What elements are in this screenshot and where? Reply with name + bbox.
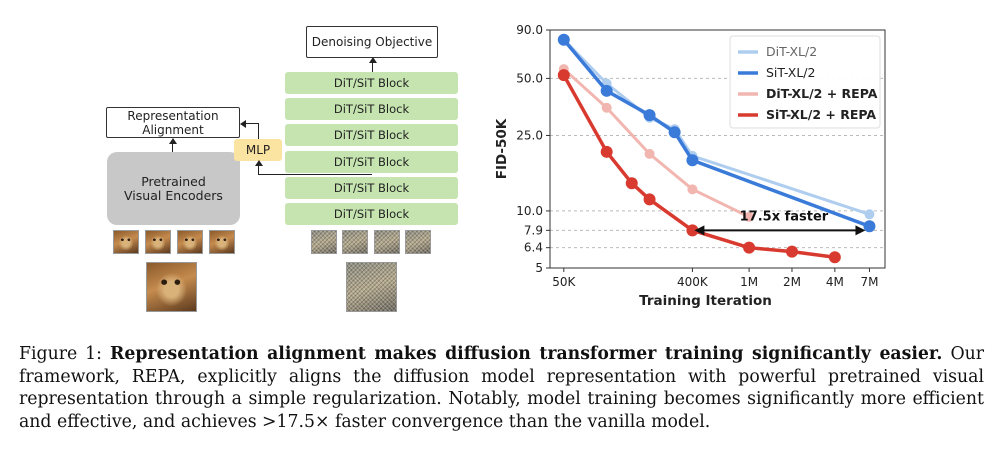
clean-patch-4 [209, 230, 235, 254]
objective-arrow-head [369, 57, 377, 63]
noisy-cat-image [346, 262, 397, 312]
legend-label: DiT-XL/2 + REPA [766, 86, 878, 101]
y-axis-label: FID-50K [494, 118, 510, 179]
data-point [601, 102, 612, 113]
chart-annotation: 17.5x faster [694, 209, 866, 236]
x-axis-label: Training Iteration [639, 293, 772, 309]
speedup-arrow-right-head [855, 225, 866, 236]
mlp-box: MLP [234, 139, 282, 161]
data-point [625, 177, 638, 190]
series-2 [558, 64, 755, 222]
y-tick-label: 6.4 [524, 241, 543, 255]
y-tick-label: 90.0 [516, 23, 543, 37]
encoder-arrow-shaft [172, 141, 173, 152]
objective-arrow-shaft [372, 60, 373, 72]
chart-axes: 5 6.4 7.9 10.0 25.0 50.0 90.0 50K 400K 1M 2M 4M 7M Tr… [494, 23, 886, 309]
data-point [557, 33, 570, 46]
pretrained-encoder-box: Pretrained Visual Encoders [107, 152, 240, 225]
encoder-arrow-head [169, 138, 177, 144]
data-point [557, 69, 570, 82]
denoising-objective-box: Denoising Objective [306, 26, 438, 58]
block-to-mlp-arrow-head [255, 160, 263, 166]
data-point [644, 148, 655, 159]
repa-diagram: Denoising Objective DiT/SiT Block DiT/Si… [0, 0, 470, 320]
mlp-to-ra-line [243, 123, 259, 124]
data-point [744, 211, 755, 222]
series-3 [557, 69, 841, 264]
x-tick-label: 4M [826, 275, 844, 289]
x-tick-label: 2M [783, 275, 801, 289]
speedup-arrow-left-head [694, 225, 705, 236]
chart-series [557, 33, 876, 264]
representation-alignment-label-2: Alignment [142, 122, 204, 137]
data-point [686, 154, 699, 167]
x-tick-label: 7M [860, 275, 878, 289]
block-to-mlp-vert [258, 163, 259, 175]
mlp-up-line [258, 123, 259, 139]
block-to-mlp-line [258, 174, 372, 175]
y-tick-label: 10.0 [516, 204, 543, 218]
legend-label: SiT-XL/2 [766, 65, 815, 80]
legend-label: DiT-XL/2 [766, 44, 817, 59]
data-point [643, 193, 656, 206]
transformer-block-6: DiT/SiT Block [285, 203, 458, 225]
figure-caption: Figure 1: Representation alignment makes… [19, 343, 984, 433]
mlp-to-ra-arrow-head [240, 120, 246, 128]
representation-alignment-box: Representation Alignment [106, 107, 240, 138]
data-point [785, 245, 798, 258]
clean-cat-image [146, 262, 197, 312]
transformer-block-1: DiT/SiT Block [285, 72, 458, 94]
data-point [743, 241, 756, 254]
fid-chart: 5 6.4 7.9 10.0 25.0 50.0 90.0 50K 400K 1M 2M 4M 7M Tr… [494, 23, 886, 309]
data-point [600, 145, 613, 158]
data-point [863, 220, 876, 233]
data-point [686, 224, 699, 237]
caption-body: Our framework, REPA, explicitly aligns t… [19, 344, 984, 432]
representation-alignment-label-1: Representation [127, 108, 219, 123]
encoder-label-1: Pretrained [141, 173, 206, 189]
transformer-block-2: DiT/SiT Block [285, 98, 458, 120]
data-point [828, 251, 841, 264]
data-point [668, 126, 681, 139]
y-tick-label: 7.9 [524, 223, 543, 237]
x-tick-label: 50K [552, 275, 576, 289]
legend-label: SiT-XL/2 + REPA [766, 107, 876, 122]
data-point [643, 109, 656, 122]
y-tick-label: 25.0 [516, 128, 543, 142]
noisy-patch-2 [342, 230, 368, 254]
transformer-block-3: DiT/SiT Block [285, 124, 458, 146]
y-tick-label: 5 [535, 261, 543, 275]
series-line [562, 38, 871, 228]
chart-legend: DiT-XL/2 SiT-XL/2 DiT-XL/2 + REPA SiT-XL/2 … [729, 35, 881, 129]
series-line [562, 74, 836, 259]
clean-patch-3 [177, 230, 203, 254]
legend-box [729, 35, 881, 129]
clean-patch-1 [113, 230, 139, 254]
data-point [600, 84, 613, 97]
denoising-objective-label: Denoising Objective [311, 35, 433, 49]
x-tick-label: 1M [740, 275, 758, 289]
data-point [864, 209, 875, 220]
caption-bold: Representation alignment makes diffusion… [109, 344, 943, 364]
noisy-patch-3 [374, 230, 400, 254]
plot-frame [549, 29, 886, 269]
transformer-block-4: DiT/SiT Block [285, 151, 458, 173]
transformer-block-5: DiT/SiT Block [285, 177, 458, 199]
caption-prefix: Figure 1: [19, 344, 110, 364]
data-point [687, 184, 698, 195]
encoder-label-2: Visual Encoders [124, 187, 223, 203]
speedup-annotation: 17.5x faster [740, 209, 829, 224]
noisy-patch-4 [405, 230, 431, 254]
series-line [562, 67, 750, 219]
noisy-patch-1 [311, 230, 337, 254]
mlp-label: MLP [245, 143, 271, 157]
x-tick-label: 400K [677, 275, 709, 289]
series-1 [557, 33, 876, 233]
y-tick-label: 50.0 [516, 71, 543, 85]
clean-patch-2 [145, 230, 171, 254]
